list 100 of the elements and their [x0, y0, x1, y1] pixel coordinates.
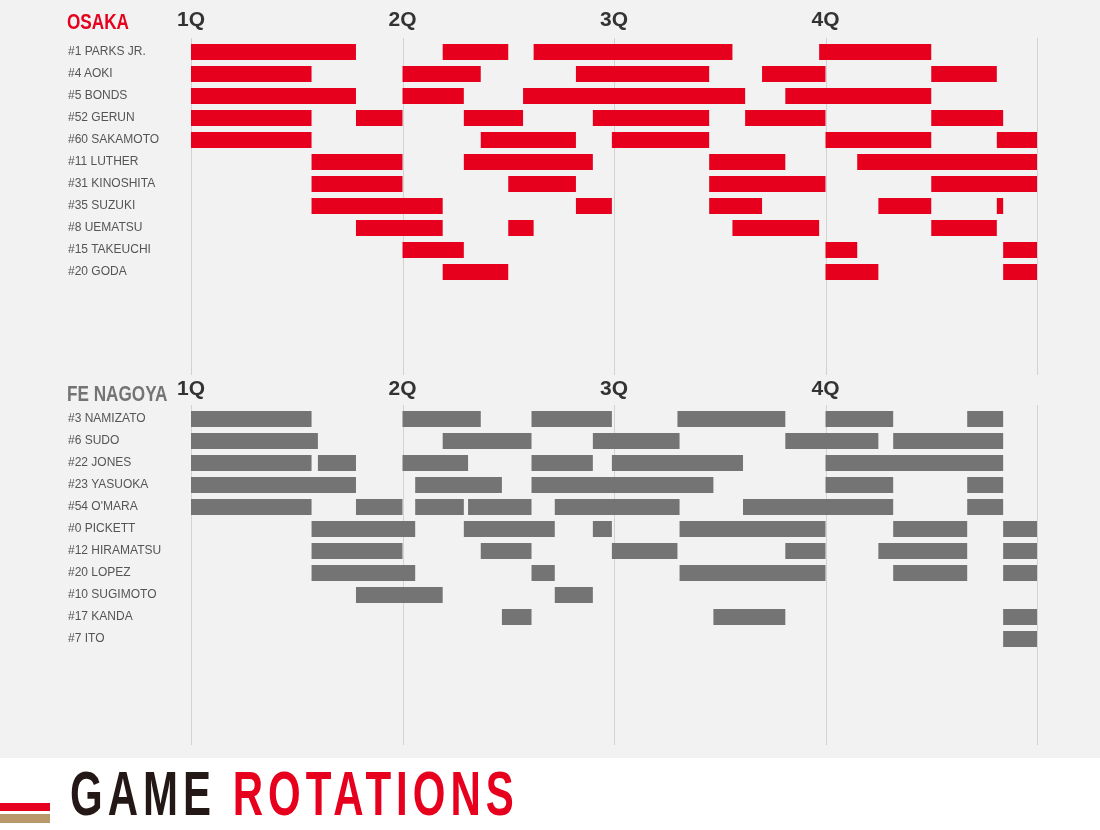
y-tick-label: #20 GODA [68, 264, 127, 279]
bar [531, 477, 714, 493]
bar [531, 455, 593, 471]
bar [355, 110, 403, 126]
bar [611, 543, 678, 559]
bar [1003, 631, 1037, 647]
x-tick-label: 2Q [388, 7, 417, 31]
bar [709, 154, 786, 170]
bar [1003, 609, 1037, 625]
bar [713, 609, 786, 625]
x-tick-label: 4Q [811, 376, 840, 400]
y-tick-label: #3 NAMIZATO [68, 411, 146, 426]
x-tick-label: 4Q [811, 7, 840, 31]
bar [311, 176, 403, 192]
y-tick-label: #23 YASUOKA [68, 477, 149, 492]
bar [575, 66, 710, 82]
bar [819, 44, 932, 60]
y-tick-label: #54 O'MARA [68, 499, 138, 514]
bar [931, 176, 1037, 192]
bar [1003, 543, 1037, 559]
y-tick-label: #4 AOKI [68, 66, 113, 81]
bar [191, 132, 312, 148]
bar [709, 176, 826, 192]
y-tick-label: #8 UEMATSU [68, 220, 143, 235]
bar [679, 521, 826, 537]
bar [402, 88, 464, 104]
bar [677, 411, 786, 427]
y-tick-label: #17 KANDA [68, 609, 133, 624]
bar [825, 455, 1004, 471]
bar [967, 499, 1004, 515]
bar [463, 110, 524, 126]
x-tick-label: 3Q [599, 7, 629, 31]
bar [531, 411, 612, 427]
y-tick-label: #20 LOPEZ [68, 565, 131, 580]
bar [311, 521, 416, 537]
bar [554, 587, 593, 603]
bar [311, 154, 403, 170]
chart-title: OSAKA [67, 9, 129, 34]
bar [191, 110, 312, 126]
chart-title: FE NAGOYA [67, 381, 168, 406]
x-tick-label: 1Q [176, 376, 206, 400]
bar [878, 543, 968, 559]
bar [931, 110, 1004, 126]
bar [878, 198, 932, 214]
bar [317, 455, 356, 471]
bar [415, 499, 464, 515]
bar [355, 587, 443, 603]
bar [967, 477, 1004, 493]
bar [762, 66, 826, 82]
y-tick-label: #31 KINOSHITA [68, 176, 156, 191]
x-tick-label: 1Q [176, 7, 206, 31]
y-tick-label: #22 JONES [68, 455, 132, 470]
bar [402, 411, 481, 427]
bar [785, 543, 826, 559]
bar [592, 521, 612, 537]
bar [468, 499, 532, 515]
bar [857, 154, 1037, 170]
y-tick-label: #6 SUDO [68, 433, 120, 448]
y-tick-label: #10 SUGIMOTO [68, 587, 157, 602]
bar [554, 499, 680, 515]
bar [825, 264, 879, 280]
bar [575, 198, 612, 214]
y-tick-label: #12 HIRAMATSU [68, 543, 162, 558]
bar [745, 110, 826, 126]
bar [355, 220, 443, 236]
bar [402, 242, 464, 258]
y-tick-label: #35 SUZUKI [68, 198, 136, 213]
bar [825, 242, 858, 258]
bar [679, 565, 826, 581]
bar [825, 132, 932, 148]
y-tick-label: #0 PICKETT [68, 521, 137, 536]
bar [191, 477, 356, 493]
bar [355, 499, 403, 515]
bar [508, 176, 576, 192]
bar [709, 198, 763, 214]
bar [463, 154, 593, 170]
bar [611, 132, 710, 148]
bar [501, 609, 532, 625]
bar [311, 198, 443, 214]
bar [931, 66, 997, 82]
bar [996, 198, 1004, 214]
bar [785, 433, 879, 449]
bar [893, 565, 968, 581]
y-tick-label: #7 ITO [68, 631, 105, 646]
bar [931, 220, 997, 236]
bar [442, 44, 509, 60]
bar [508, 220, 534, 236]
bar [402, 455, 469, 471]
bar [785, 88, 932, 104]
y-tick-label: #11 LUTHER [68, 154, 139, 169]
bar [191, 499, 312, 515]
bar [1003, 565, 1037, 581]
bar [463, 521, 555, 537]
bar [592, 110, 710, 126]
bar [415, 477, 502, 493]
bar [402, 66, 481, 82]
x-tick-label: 2Q [388, 376, 417, 400]
bar [1003, 521, 1037, 537]
bar [732, 220, 820, 236]
bar [533, 44, 733, 60]
